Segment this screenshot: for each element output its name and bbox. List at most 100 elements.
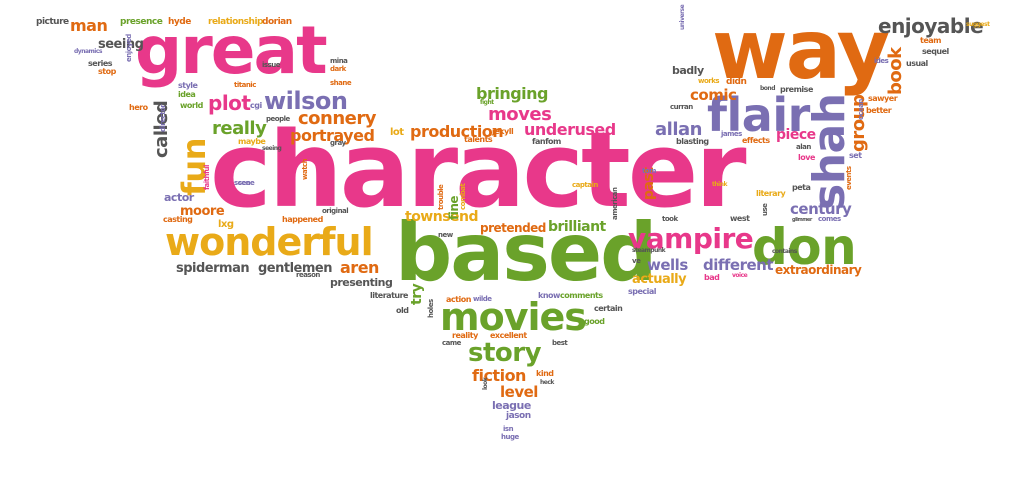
word-west: west bbox=[730, 214, 750, 223]
word-peta: peta bbox=[792, 183, 811, 192]
word-presence: presence bbox=[120, 17, 163, 27]
word-isn: isn bbox=[503, 425, 514, 433]
word-heck: heck bbox=[540, 379, 554, 386]
word-excellent: excellent bbox=[490, 331, 527, 340]
word-set: set bbox=[849, 151, 862, 160]
word-talents: talents bbox=[464, 135, 493, 144]
word-cgi: cgi bbox=[250, 101, 262, 110]
word-jekyll: jekyll bbox=[492, 127, 514, 136]
word-use: use bbox=[761, 203, 769, 216]
word-effects: effects bbox=[742, 136, 770, 145]
word-suggest: suggest bbox=[966, 21, 990, 28]
word-jason: jason bbox=[506, 411, 531, 421]
word-maybe: maybe bbox=[238, 137, 266, 146]
word-watch: watch bbox=[301, 158, 309, 180]
word-gentlemen: gentlemen bbox=[258, 261, 332, 276]
word-scene: scene bbox=[234, 179, 255, 187]
word-townsend: townsend bbox=[405, 209, 479, 225]
word-moves: moves bbox=[488, 104, 552, 125]
word-events: events bbox=[845, 166, 853, 190]
word-actor: actor bbox=[164, 191, 194, 204]
word-sequel: sequel bbox=[922, 47, 949, 56]
word-titanic: titanic bbox=[234, 81, 256, 89]
word-original: original bbox=[322, 207, 349, 215]
word-shah: shah bbox=[804, 93, 855, 210]
word-came: came bbox=[442, 339, 461, 347]
word-curran: curran bbox=[670, 103, 693, 111]
word-pretended: pretended bbox=[480, 221, 546, 235]
word-bond: bond bbox=[760, 85, 775, 92]
word-vampire: vampire bbox=[628, 222, 754, 255]
word-different: different bbox=[703, 256, 774, 274]
word-man: man bbox=[70, 16, 108, 35]
word-way: way bbox=[712, 3, 890, 98]
word-brilliant: brilliant bbox=[548, 219, 606, 235]
word-literary: literary bbox=[756, 189, 786, 198]
word-great: great bbox=[135, 12, 328, 89]
word-idea: idea bbox=[178, 90, 196, 99]
word-director: director bbox=[159, 104, 167, 132]
word-reality: reality bbox=[452, 331, 478, 340]
word-good: good bbox=[584, 317, 605, 326]
word-ve: ve bbox=[632, 257, 641, 265]
word-alan: alan bbox=[796, 143, 811, 151]
word-faithful: faithful bbox=[203, 165, 211, 190]
word-works: works bbox=[698, 77, 720, 85]
word-lxg: lxg bbox=[218, 219, 234, 230]
word-huge: huge bbox=[501, 433, 519, 441]
word-character: character bbox=[210, 109, 747, 231]
word-kind: kind bbox=[536, 369, 554, 378]
word-ides: ides bbox=[874, 57, 889, 65]
word-new: new bbox=[438, 231, 453, 239]
word-flair: flair bbox=[707, 88, 810, 142]
word-hero: hero bbox=[129, 103, 148, 112]
word-series: series bbox=[88, 59, 113, 68]
word-piece: piece bbox=[776, 127, 816, 143]
word-james: james bbox=[721, 130, 742, 138]
word-based: based bbox=[395, 206, 657, 299]
word-book: book bbox=[885, 47, 906, 95]
word-wells: wells bbox=[647, 256, 688, 274]
word-dynamics: dynamics bbox=[74, 48, 102, 55]
word-production: production bbox=[410, 122, 504, 141]
word-fight: fight bbox=[480, 99, 494, 106]
word-team: team bbox=[920, 36, 941, 45]
word-contains: contains bbox=[772, 248, 797, 255]
word-league: league bbox=[492, 399, 531, 412]
word-ocean: ocean bbox=[857, 99, 865, 120]
word-special: special bbox=[628, 287, 657, 296]
word-see: see bbox=[238, 179, 251, 187]
word-trouble: trouble bbox=[437, 184, 445, 210]
word-people: people bbox=[266, 115, 290, 123]
word-movies: movies bbox=[440, 295, 587, 339]
word-dark: dark bbox=[330, 65, 346, 73]
word-wilde: wilde bbox=[473, 295, 492, 303]
word-happened: happened bbox=[282, 215, 323, 224]
word-century: century bbox=[790, 200, 852, 218]
word-allan: allan bbox=[655, 119, 702, 140]
word-style: style bbox=[178, 81, 198, 90]
word-wonderful: wonderful bbox=[165, 220, 374, 264]
word-world: world bbox=[180, 101, 203, 110]
word-best: best bbox=[552, 339, 568, 347]
word-level: level bbox=[500, 383, 538, 401]
word-try: try bbox=[409, 283, 425, 305]
word-wilson: wilson bbox=[264, 87, 348, 115]
word-fanfom: fanfom bbox=[532, 137, 561, 146]
word-spiderman: spiderman bbox=[176, 261, 250, 276]
word-tom: tom bbox=[642, 167, 656, 175]
word-took: took bbox=[662, 215, 678, 223]
word-certain: certain bbox=[594, 304, 623, 313]
word-gray: gray bbox=[330, 139, 346, 147]
word-shane: shane bbox=[330, 79, 352, 87]
word-badly: badly bbox=[672, 64, 704, 77]
word-aren: aren bbox=[340, 258, 379, 277]
word-comments: comments bbox=[560, 291, 603, 300]
word-underused: underused bbox=[524, 120, 616, 139]
word-relationship: relationship bbox=[208, 17, 263, 27]
word-usual: usual bbox=[906, 59, 928, 68]
word-combat: combat bbox=[459, 183, 467, 210]
word-lot: lot bbox=[390, 127, 404, 138]
word-literature: literature bbox=[370, 291, 408, 300]
word-fiction: fiction bbox=[472, 366, 526, 385]
